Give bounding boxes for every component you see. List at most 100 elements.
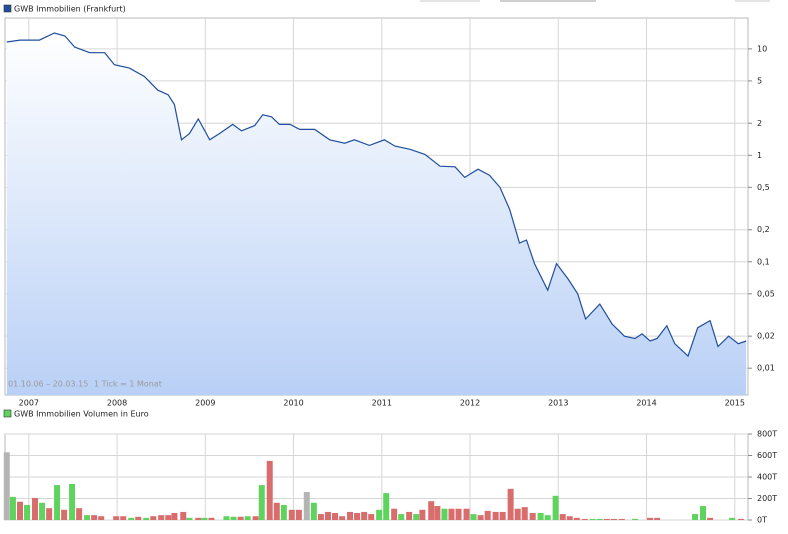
tab[interactable] [420,0,480,2]
volume-bar [552,495,559,520]
y-tick-label: 0T [757,516,767,525]
volume-bar [230,516,237,520]
volume-bar [477,515,484,520]
area [6,33,747,395]
volume-bar [120,516,127,520]
x-tick-label: 2015 [725,399,745,408]
y-tick-label: 0,1 [757,257,770,266]
volume-bar [654,517,661,520]
volume-bar [376,509,383,520]
y-tick-label: 10 [757,44,767,53]
x-tick-label: 2011 [372,399,392,408]
volume-bar [128,517,135,520]
volume-bar [428,501,435,520]
y-tick-label: 400T [757,473,777,482]
tab[interactable] [500,0,596,2]
volume-bar [84,515,91,520]
volume-bar [544,515,551,520]
volume-bar [398,514,405,520]
volume-bar [368,514,375,520]
volume-bar [288,509,295,520]
volume-bar [208,517,215,520]
x-tick-label: 2008 [107,399,127,408]
legend-swatch [3,409,12,418]
volume-bar [150,516,157,520]
volume-bar [332,513,339,520]
volume-bar [507,488,514,520]
x-tick-label: 2009 [195,399,215,408]
y-tick-label: 1 [757,151,762,160]
volume-bar [143,517,150,520]
volume-bar [463,508,470,520]
volume-bar [9,496,16,520]
y-tick-label: 0,02 [757,332,775,341]
volume-bar [470,514,477,520]
volume-bar [441,508,448,520]
x-tick-label: 2007 [19,399,39,408]
volume-bar [484,510,491,520]
y-tick-label: 5 [757,76,762,85]
volume-bar [573,517,580,520]
y-tick-label: 2 [757,119,762,128]
volume-bar [448,508,455,520]
volume-bar [361,511,368,520]
annotation: 01.10.06 – 20.03.15 [8,380,88,389]
volume-bar [537,513,544,520]
volume-bar [266,460,273,520]
volume-bar [46,508,53,520]
volume-bar [347,511,354,520]
y-tick-label: 200T [757,494,777,503]
y-tick-label: 0,01 [757,364,775,373]
volume-bar [406,511,413,520]
volume-bar [39,502,46,520]
volume-bar [171,513,178,520]
volume-bar [413,514,420,520]
volume-bar [610,518,617,520]
volume-bar [310,502,317,520]
volume-bar [647,517,654,520]
volume-bar [581,518,588,520]
volume-bar [113,516,120,520]
volume-bar [201,517,208,520]
price-line [6,32,747,358]
volume-bar [419,509,426,520]
volume-bar [692,514,699,520]
volume-bar [514,508,521,520]
y-tick-label: 0,2 [757,225,770,234]
volume-bar [707,517,714,520]
volume-bar [603,518,610,520]
volume-bar [729,517,736,520]
volume-bar [434,506,441,520]
y-tick-label: 800T [757,430,777,439]
volume-bar [98,516,105,520]
x-tick-label: 2013 [548,399,568,408]
x-tick-label: 2010 [283,399,303,408]
volume-bar [455,508,462,520]
volume-bar [273,502,280,520]
y-tick-label: 0,5 [757,183,770,192]
legend-swatch [3,4,12,13]
volume-bar [195,517,202,520]
x-tick-label: 2012 [460,399,480,408]
volume-bar [61,509,68,520]
y-tick-label: 600T [757,451,777,460]
x-tick-label: 2014 [636,399,656,408]
volume-bar [499,511,506,520]
volume-bar [383,493,390,520]
volume-bar [280,504,287,520]
volume-bar [699,506,706,520]
volume-bar [17,501,24,520]
y-tick-label: 0,05 [757,289,775,298]
volume-bar [237,516,244,520]
volume-bar [165,515,172,520]
chart-title: GWB Immobilien Volumen in Euro [14,410,149,419]
volume-bar [69,483,76,520]
volume-bar [303,492,310,520]
volume-bar [252,516,259,520]
volume-bar [32,497,39,520]
tab[interactable] [735,0,770,2]
volume-bar [3,452,10,520]
volume-bar [566,516,573,520]
volume-bar [391,508,398,520]
